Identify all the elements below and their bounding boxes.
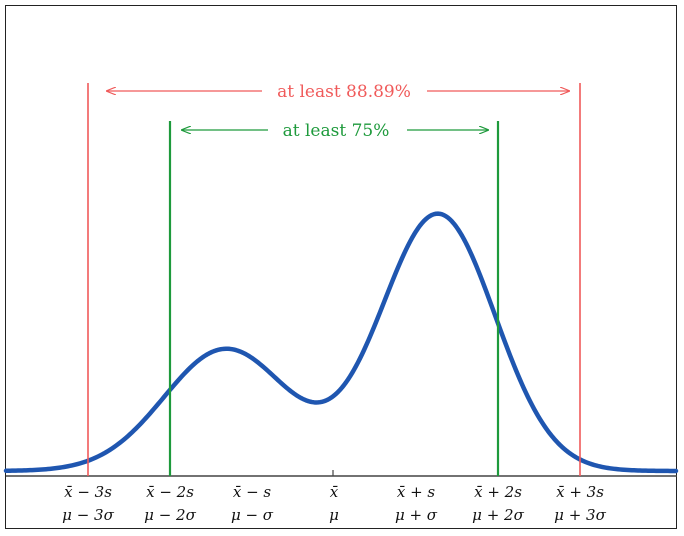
tick-sample-label: x̄ bbox=[330, 483, 339, 501]
inner-interval-label: at least 75% bbox=[283, 121, 390, 141]
tick-population-label: μ bbox=[329, 506, 339, 524]
tick-sample-label: x̄ + s bbox=[397, 483, 436, 501]
outer-interval-label: at least 88.89% bbox=[277, 82, 411, 102]
tick-sample-label: x̄ − 3s bbox=[64, 483, 112, 501]
tick-labels: x̄ − 3s μ − 3σ x̄ − 2s μ − 2σ x̄ − s μ − σ x̄ μ… bbox=[62, 483, 606, 524]
tick-population-label: μ + 2σ bbox=[472, 506, 524, 524]
tick-sample-label: x̄ + 2s bbox=[474, 483, 522, 501]
distribution-curve bbox=[3, 211, 679, 474]
tick-population-label: μ + 3σ bbox=[554, 506, 606, 524]
tick-population-label: μ − 2σ bbox=[144, 506, 196, 524]
tick-sample-label: x̄ − s bbox=[233, 483, 272, 501]
tick-sample-label: x̄ − 2s bbox=[146, 483, 194, 501]
tick-population-label: μ − 3σ bbox=[62, 506, 114, 524]
tick-sample-label: x̄ + 3s bbox=[556, 483, 604, 501]
tick-population-label: μ − σ bbox=[231, 506, 274, 524]
tick-population-label: μ + σ bbox=[395, 506, 438, 524]
